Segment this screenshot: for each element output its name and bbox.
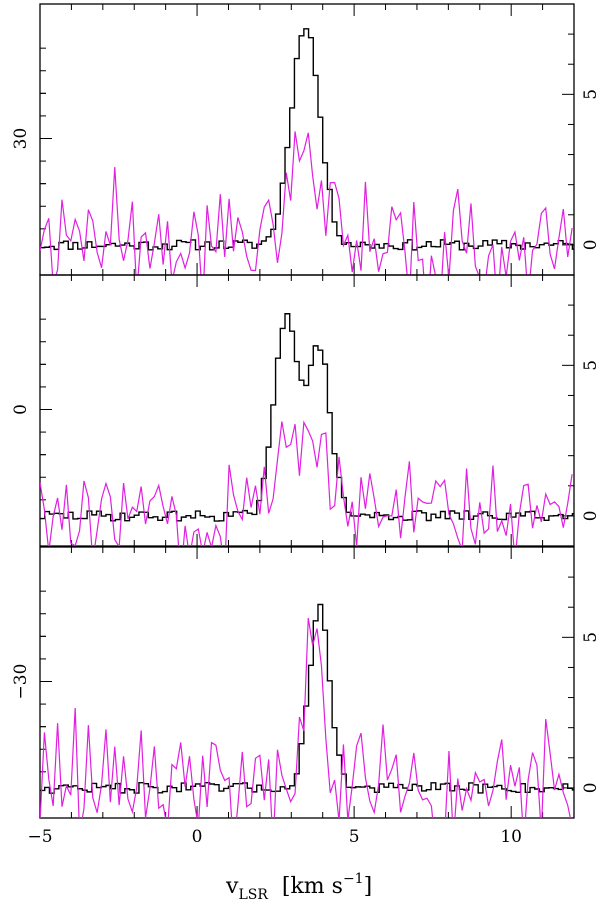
left-axis-label: 0 bbox=[11, 404, 31, 415]
panel-1: 0 5 30 bbox=[11, 4, 600, 321]
left-axis-label: −30 bbox=[11, 664, 31, 700]
right-tick-label: 5 bbox=[581, 89, 600, 100]
black-series-line bbox=[40, 314, 577, 521]
panel-frame bbox=[40, 547, 574, 818]
x-axis: −5 0 5 10 bbox=[27, 827, 522, 847]
panel-3: 0 5 −30 bbox=[11, 547, 600, 850]
x-axis-label: vLSR [km s−1] bbox=[225, 871, 372, 902]
right-tick-label: 0 bbox=[581, 510, 600, 521]
x-axis-label-main: v bbox=[225, 874, 239, 899]
x-axis-label-unit-pre: [km s bbox=[282, 874, 343, 899]
right-tick-label: 5 bbox=[581, 632, 600, 643]
x-tick-label: 0 bbox=[192, 827, 203, 847]
x-tick-label: 5 bbox=[349, 827, 360, 847]
x-axis-label-unit-sup: −1 bbox=[343, 871, 364, 887]
magenta-series-line bbox=[40, 131, 572, 321]
panel-frame bbox=[40, 275, 574, 546]
panel-2: 0 5 0 bbox=[11, 275, 600, 577]
x-tick-label: −5 bbox=[27, 827, 52, 847]
x-axis-label-unit-post: ] bbox=[364, 874, 373, 899]
right-tick-label: 5 bbox=[581, 360, 600, 371]
x-tick-label: 10 bbox=[500, 827, 522, 847]
right-tick-label: 0 bbox=[581, 239, 600, 250]
magenta-series-line bbox=[40, 421, 572, 576]
magenta-series-line bbox=[40, 618, 572, 850]
right-tick-label: 0 bbox=[581, 782, 600, 793]
left-axis-label: 30 bbox=[11, 128, 31, 150]
x-axis-label-sub: LSR bbox=[238, 887, 268, 902]
panels-group: 0 5 30 0 5 0 0 5 −30 bbox=[11, 4, 600, 850]
